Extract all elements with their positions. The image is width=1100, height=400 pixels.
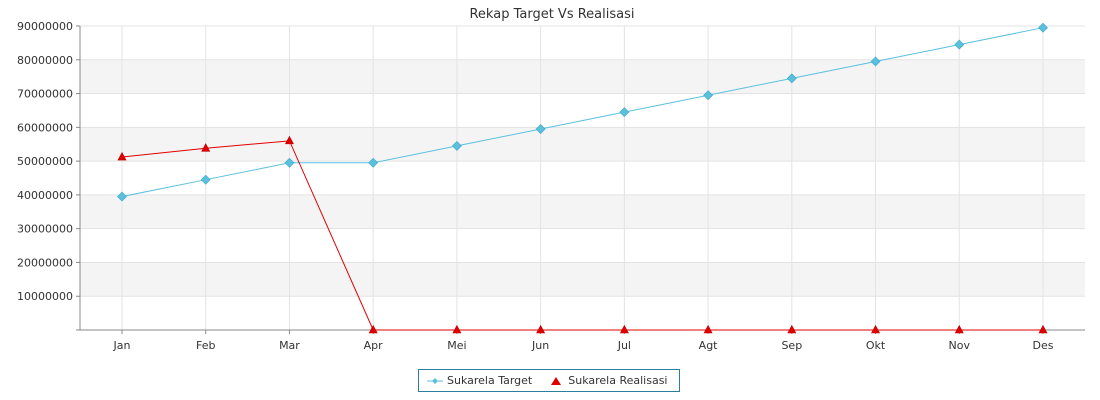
- chart-grid: [80, 25, 1085, 330]
- legend-label-target: Sukarela Target: [447, 374, 533, 387]
- data-point[interactable]: [284, 157, 295, 168]
- y-tick-label: 90000000: [17, 20, 73, 33]
- data-point[interactable]: [117, 151, 127, 161]
- data-point[interactable]: [871, 324, 881, 334]
- x-tick-label: Apr: [364, 339, 384, 352]
- series-line: [121, 27, 1044, 198]
- data-point[interactable]: [284, 135, 294, 145]
- data-point[interactable]: [870, 56, 881, 67]
- chart-band: [80, 127, 1085, 162]
- chart-legend: Sukarela Target Sukarela Realisasi: [418, 369, 680, 392]
- data-point[interactable]: [619, 107, 630, 118]
- data-point[interactable]: [117, 191, 127, 202]
- data-point[interactable]: [201, 143, 211, 152]
- data-point[interactable]: [452, 324, 462, 334]
- x-tick-label: Nov: [949, 339, 971, 352]
- data-point[interactable]: [787, 324, 797, 334]
- data-point[interactable]: [954, 39, 965, 50]
- x-tick-label: Agt: [699, 339, 719, 352]
- y-tick-label: 10000000: [17, 290, 73, 303]
- y-tick-label: 50000000: [17, 155, 73, 168]
- x-tick-label: Jun: [531, 339, 549, 352]
- chart-band: [80, 262, 1085, 297]
- data-point[interactable]: [451, 140, 462, 151]
- x-tick-label: Feb: [196, 339, 215, 352]
- series-target: [117, 22, 1048, 202]
- x-axis-ticks: Jan Feb Mar Apr Mei Jun Jul Agt Sep Okt Nov Des: [113, 330, 1054, 352]
- data-point[interactable]: [1038, 22, 1048, 33]
- data-point[interactable]: [703, 324, 713, 334]
- chart-bands: [80, 59, 1085, 297]
- data-point[interactable]: [368, 324, 378, 334]
- chart-band: [80, 59, 1085, 94]
- x-tick-label: Mar: [279, 339, 300, 352]
- data-point[interactable]: [200, 174, 211, 185]
- data-point[interactable]: [786, 73, 797, 84]
- y-tick-label: 80000000: [17, 54, 73, 67]
- x-tick-label: Sep: [781, 339, 802, 352]
- x-tick-label: Des: [1033, 339, 1054, 352]
- x-tick-label: Mei: [447, 339, 466, 352]
- y-tick-label: 40000000: [17, 189, 73, 202]
- chart-series: [117, 22, 1048, 334]
- x-tick-label: Okt: [866, 339, 886, 352]
- x-tick-label: Jan: [113, 339, 131, 352]
- series-line: [121, 140, 1043, 331]
- data-point[interactable]: [1038, 324, 1048, 334]
- y-tick-label: 30000000: [17, 223, 73, 236]
- y-axis-ticks: 10000000 20000000 30000000 40000000 50000000…: [17, 20, 80, 331]
- legend-target-icon: [427, 377, 443, 384]
- series-realisasi: [117, 135, 1048, 334]
- data-point[interactable]: [536, 324, 546, 334]
- data-point[interactable]: [703, 90, 714, 101]
- legend-label-realisasi: Sukarela Realisasi: [568, 374, 668, 387]
- y-tick-label: 60000000: [17, 121, 73, 134]
- y-tick-label: 20000000: [17, 256, 73, 269]
- legend-item-realisasi[interactable]: Sukarela Realisasi: [548, 374, 668, 387]
- y-tick-label: 70000000: [17, 88, 73, 101]
- legend-item-target[interactable]: Sukarela Target: [427, 374, 532, 387]
- data-point[interactable]: [535, 124, 546, 134]
- chart-band: [80, 194, 1085, 229]
- legend-realisasi-icon: [551, 376, 562, 385]
- x-tick-label: Jul: [617, 339, 631, 352]
- data-point[interactable]: [368, 157, 379, 168]
- chart-title: Rekap Target Vs Realisasi: [469, 7, 634, 22]
- data-point[interactable]: [619, 324, 629, 334]
- data-point[interactable]: [954, 324, 964, 334]
